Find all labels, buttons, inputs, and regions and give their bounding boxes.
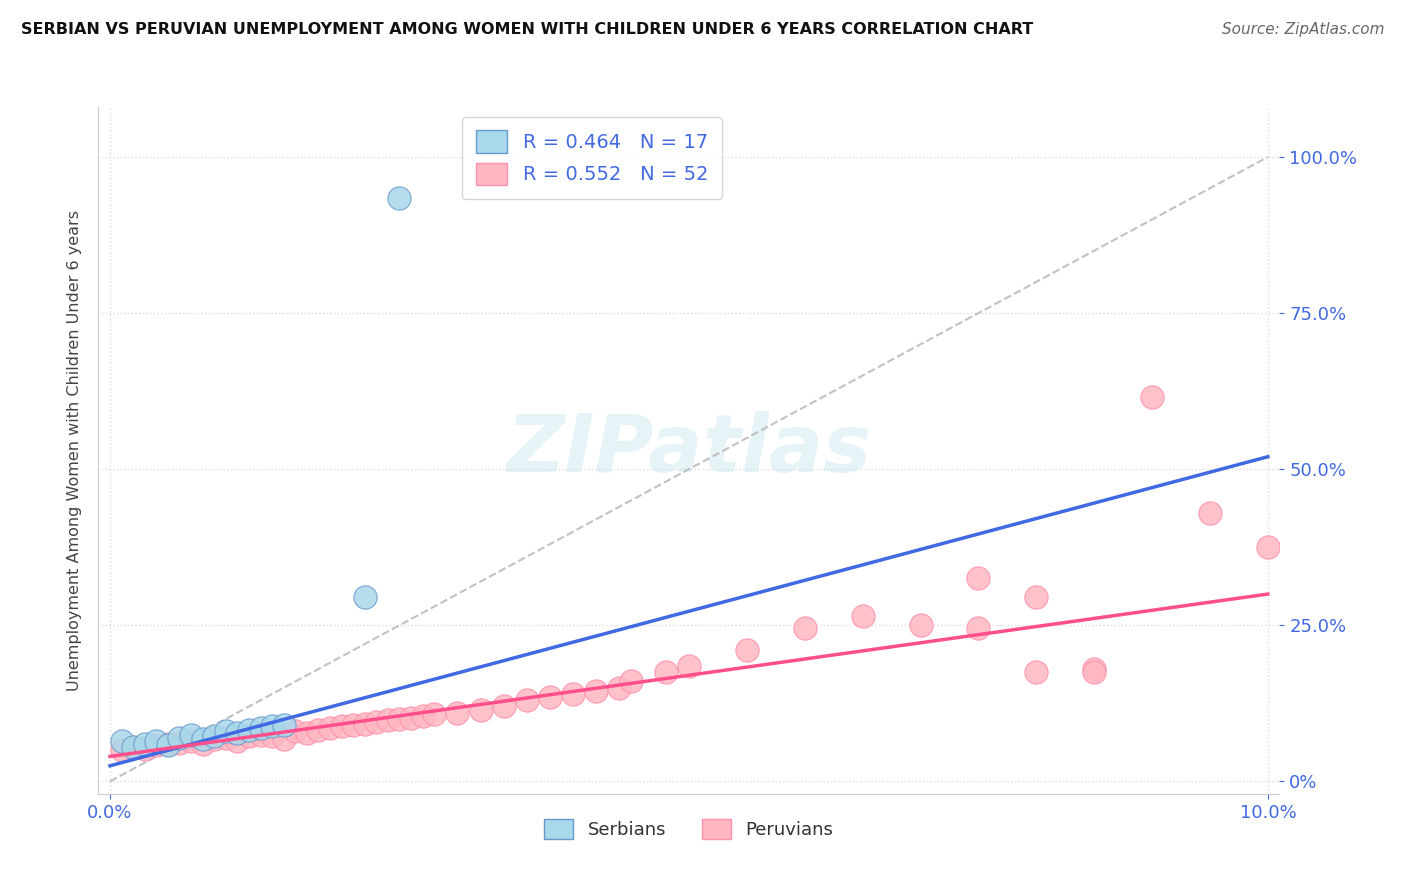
Point <box>562 687 585 701</box>
Point <box>134 742 156 756</box>
Point <box>295 725 318 739</box>
Point <box>180 728 202 742</box>
Point <box>585 683 607 698</box>
Point <box>191 731 214 746</box>
Point <box>446 706 468 720</box>
Point <box>145 738 167 752</box>
Point <box>655 665 678 680</box>
Point <box>388 191 411 205</box>
Point <box>470 703 492 717</box>
Point <box>169 736 191 750</box>
Point <box>377 713 399 727</box>
Point <box>319 721 342 735</box>
Point <box>110 733 132 747</box>
Point <box>249 728 271 742</box>
Point <box>169 731 191 745</box>
Point <box>412 708 434 723</box>
Point <box>1140 391 1163 405</box>
Text: ZIPatlas: ZIPatlas <box>506 411 872 490</box>
Text: SERBIAN VS PERUVIAN UNEMPLOYMENT AMONG WOMEN WITH CHILDREN UNDER 6 YEARS CORRELA: SERBIAN VS PERUVIAN UNEMPLOYMENT AMONG W… <box>21 22 1033 37</box>
Point <box>249 721 271 735</box>
Point <box>284 724 307 739</box>
Point <box>226 725 249 739</box>
Point <box>353 591 375 605</box>
Point <box>122 740 145 755</box>
Point <box>110 743 132 757</box>
Point <box>215 731 238 745</box>
Point <box>793 622 815 636</box>
Point <box>492 699 515 714</box>
Point <box>180 733 202 747</box>
Point <box>620 674 643 689</box>
Point <box>516 693 538 707</box>
Point <box>330 719 353 733</box>
Point <box>134 737 156 751</box>
Point <box>342 718 364 732</box>
Point <box>202 730 225 744</box>
Point <box>967 622 990 636</box>
Point <box>202 731 225 746</box>
Point <box>215 724 238 739</box>
Point <box>967 571 990 585</box>
Point <box>388 712 411 726</box>
Point <box>307 723 329 738</box>
Point <box>262 719 284 733</box>
Point <box>156 738 179 752</box>
Point <box>156 737 179 751</box>
Point <box>399 711 422 725</box>
Y-axis label: Unemployment Among Women with Children Under 6 years: Unemployment Among Women with Children U… <box>66 210 82 691</box>
Point <box>273 731 295 746</box>
Point <box>910 618 932 632</box>
Point <box>226 733 249 747</box>
Point <box>122 740 145 755</box>
Point <box>678 658 700 673</box>
Point <box>852 608 875 623</box>
Point <box>262 730 284 744</box>
Point <box>423 706 446 721</box>
Point <box>366 715 388 730</box>
Point <box>1025 591 1047 605</box>
Point <box>1025 665 1047 680</box>
Legend: Serbians, Peruvians: Serbians, Peruvians <box>537 812 841 847</box>
Point <box>353 717 375 731</box>
Point <box>191 737 214 751</box>
Point <box>273 718 295 732</box>
Point <box>1083 662 1105 676</box>
Point <box>238 730 260 744</box>
Text: Source: ZipAtlas.com: Source: ZipAtlas.com <box>1222 22 1385 37</box>
Point <box>538 690 561 705</box>
Point <box>735 643 758 657</box>
Point <box>1257 541 1279 555</box>
Point <box>609 681 631 695</box>
Point <box>145 733 167 747</box>
Point <box>1199 506 1222 520</box>
Point <box>238 723 260 738</box>
Point <box>1083 665 1105 680</box>
